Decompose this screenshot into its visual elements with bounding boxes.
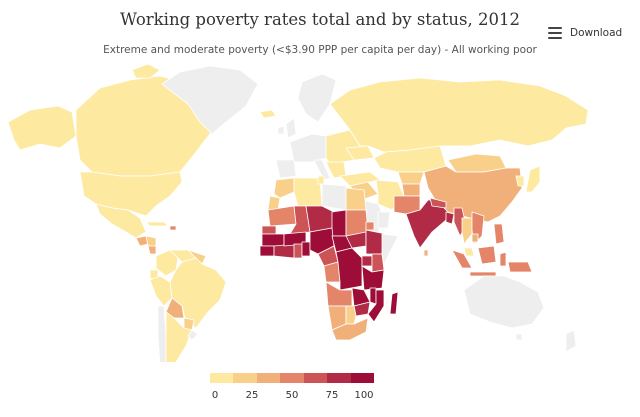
country-botswana[interactable] (345, 305, 357, 325)
country-western-europe[interactable] (289, 133, 327, 163)
chart-title: Working poverty rates total and by statu… (120, 10, 520, 29)
country-uganda[interactable] (361, 255, 373, 267)
country-south-africa[interactable] (331, 317, 369, 341)
country-mexico[interactable] (95, 203, 147, 239)
country-sulawesi[interactable] (499, 251, 507, 267)
legend-swatch-7 (350, 373, 374, 383)
legend-tick-50: 50 (285, 390, 299, 401)
country-korea[interactable] (515, 175, 525, 187)
legend-swatch-6 (327, 373, 351, 383)
country-honduras[interactable] (145, 235, 157, 247)
country-uruguay[interactable] (187, 329, 199, 341)
country-senegal[interactable] (261, 225, 277, 235)
legend-swatch-2 (233, 373, 257, 383)
country-uk[interactable] (285, 117, 297, 139)
country-ireland[interactable] (277, 125, 285, 135)
country-angola[interactable] (325, 281, 353, 307)
country-ghana[interactable] (293, 243, 303, 259)
country-nepal[interactable] (429, 197, 447, 209)
country-uzbekistan[interactable] (397, 171, 425, 185)
legend-ticks: 0 25 50 75 100 (210, 390, 374, 404)
country-mozambique[interactable] (367, 289, 385, 323)
country-gabon-congo[interactable] (323, 261, 341, 283)
country-bangladesh[interactable] (445, 211, 455, 225)
world-map (7, 63, 589, 362)
country-iceland[interactable] (259, 109, 277, 119)
legend-swatch-3 (256, 373, 281, 383)
download-label: Download (570, 27, 623, 39)
country-bolivia[interactable] (165, 297, 185, 319)
country-somalia[interactable] (381, 233, 399, 265)
country-usa[interactable] (79, 171, 183, 217)
download-button[interactable]: Download (548, 24, 622, 42)
country-madagascar[interactable] (389, 291, 399, 315)
country-thailand[interactable] (461, 217, 473, 245)
country-mauritania[interactable] (267, 205, 297, 227)
country-new-zealand[interactable] (565, 329, 577, 353)
country-iberia[interactable] (275, 159, 297, 179)
country-java[interactable] (469, 271, 497, 277)
country-cambodia[interactable] (471, 233, 479, 243)
legend-swatch-1 (210, 373, 234, 383)
country-cuba[interactable] (145, 221, 169, 227)
country-oman[interactable] (377, 211, 391, 229)
country-papua-new-guinea[interactable] (507, 261, 533, 273)
country-sri-lanka[interactable] (423, 249, 429, 257)
legend-tick-75: 75 (325, 390, 339, 401)
country-italy[interactable] (313, 159, 331, 181)
country-chile[interactable] (157, 305, 167, 362)
country-egypt[interactable] (345, 187, 367, 211)
country-afghanistan[interactable] (401, 183, 421, 197)
country-greenland[interactable] (161, 65, 259, 135)
legend-tick-100: 100 (354, 390, 374, 401)
chart-subtitle: Extreme and moderate poverty (<$3.90 PPP… (103, 44, 537, 56)
legend-swatch-4 (280, 373, 304, 383)
country-nicaragua[interactable] (147, 245, 157, 255)
legend-swatch-5 (303, 373, 328, 383)
country-dr-congo[interactable] (335, 247, 363, 291)
country-australia[interactable] (463, 275, 545, 329)
color-legend (210, 373, 374, 383)
country-canada-islands[interactable] (131, 63, 161, 79)
country-libya[interactable] (321, 183, 347, 211)
country-eritrea[interactable] (365, 221, 375, 231)
hamburger-menu-icon (548, 27, 562, 39)
country-haiti[interactable] (169, 225, 177, 231)
country-sumatra[interactable] (451, 249, 473, 269)
country-philippines[interactable] (493, 223, 505, 245)
country-alaska[interactable] (7, 105, 77, 151)
country-tunisia[interactable] (317, 175, 325, 185)
country-borneo[interactable] (477, 245, 497, 265)
country-guinea[interactable] (261, 233, 285, 247)
country-togo-benin[interactable] (301, 241, 311, 257)
country-western-sahara[interactable] (267, 195, 281, 211)
country-argentina[interactable] (165, 311, 193, 362)
country-malawi[interactable] (369, 287, 377, 305)
country-sierra-leone[interactable] (259, 245, 275, 257)
country-kenya[interactable] (371, 253, 385, 273)
country-scandinavia[interactable] (297, 73, 337, 123)
country-morocco[interactable] (273, 177, 295, 199)
legend-tick-0: 0 (211, 390, 219, 401)
country-peru[interactable] (149, 275, 173, 307)
country-tasmania[interactable] (515, 333, 523, 341)
country-russia[interactable] (329, 77, 589, 153)
legend-tick-25: 25 (245, 390, 259, 401)
country-malaysia[interactable] (463, 247, 475, 257)
country-japan[interactable] (525, 165, 541, 193)
country-tanzania[interactable] (361, 265, 385, 291)
country-chad[interactable] (331, 209, 347, 237)
